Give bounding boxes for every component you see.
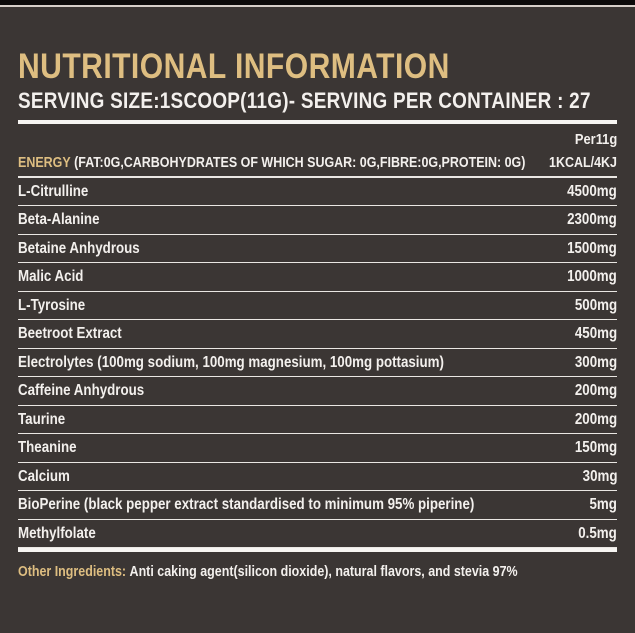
other-ingredients: Other Ingredients: Anti caking agent(sil…	[18, 562, 617, 582]
per-serving-header-text: Per11g	[574, 130, 617, 148]
ingredient-name: Taurine	[18, 410, 66, 428]
ingredient-amount: 1500mg	[567, 239, 617, 257]
serving-info: SERVING SIZE:1SCOOP(11G)- SERVING PER CO…	[18, 89, 617, 113]
table-row: Taurine 200mg	[18, 406, 617, 434]
ingredient-name: L-Tyrosine	[18, 296, 86, 314]
ingredient-amount: 4500mg	[567, 182, 617, 200]
ingredient-name: Malic Acid	[18, 268, 84, 285]
table-row: Theanine 150mg	[18, 434, 617, 463]
ingredient-amount: 450mg	[574, 325, 617, 342]
ingredient-amount: 30mg	[582, 467, 617, 485]
divider-top	[18, 120, 617, 124]
energy-cell: ENERGY (FAT:0G,CARBOHYDRATES OF WHICH SU…	[18, 148, 525, 178]
ingredient-name: Methylfolate	[18, 524, 96, 542]
table-row: Electrolytes (100mg sodium, 100mg magnes…	[18, 349, 617, 377]
table-row: Methylfolate 0.5mg	[18, 520, 617, 548]
ingredient-name: Beta-Alanine	[18, 211, 100, 228]
ingredient-amount: 500mg	[574, 296, 617, 314]
other-ingredients-text: Anti caking agent(silicon dioxide), natu…	[129, 563, 518, 580]
ingredient-amount: 0.5mg	[578, 524, 617, 542]
ingredient-name: L-Citrulline	[18, 182, 89, 200]
energy-label: ENERGY	[18, 154, 71, 171]
table-row: Malic Acid 1000mg	[18, 263, 617, 292]
ingredient-amount: 5mg	[589, 496, 617, 513]
per-serving-header: Per11g	[18, 131, 617, 148]
ingredient-amount: 200mg	[574, 410, 617, 428]
table-row: Calcium 30mg	[18, 463, 617, 491]
top-window-edge	[0, 0, 635, 7]
divider-bottom	[18, 548, 617, 552]
energy-details: (FAT:0G,CARBOHYDRATES OF WHICH SUGAR: 0G…	[74, 154, 526, 171]
ingredient-name: Calcium	[18, 467, 70, 485]
ingredient-name: Beetroot Extract	[18, 325, 122, 342]
table-row: Beta-Alanine 2300mg	[18, 206, 617, 235]
table-row: Betaine Anhydrous 1500mg	[18, 235, 617, 263]
table-row: Caffeine Anhydrous 200mg	[18, 377, 617, 406]
energy-value: 1KCAL/4KJ	[549, 154, 617, 171]
other-ingredients-line: Other Ingredients: Anti caking agent(sil…	[18, 562, 518, 582]
ingredient-name: Betaine Anhydrous	[18, 239, 140, 257]
ingredient-amount: 200mg	[574, 382, 617, 399]
ingredient-name: BioPerine (black pepper extract standard…	[18, 496, 475, 513]
ingredient-amount: 150mg	[574, 439, 617, 456]
table-row: L-Citrulline 4500mg	[18, 178, 617, 206]
ingredient-name: Theanine	[18, 439, 77, 456]
other-ingredients-label: Other Ingredients:	[18, 563, 127, 580]
ingredient-name: Electrolytes (100mg sodium, 100mg magnes…	[18, 353, 444, 371]
ingredient-amount: 1000mg	[567, 268, 617, 285]
table-row: L-Tyrosine 500mg	[18, 292, 617, 320]
energy-row: ENERGY (FAT:0G,CARBOHYDRATES OF WHICH SU…	[18, 148, 617, 178]
ingredient-amount: 300mg	[574, 353, 617, 371]
label-content: NUTRITIONAL INFORMATION SERVING SIZE:1SC…	[0, 7, 635, 582]
ingredient-amount: 2300mg	[567, 211, 617, 228]
serving-info-text: SERVING SIZE:1SCOOP(11G)- SERVING PER CO…	[18, 88, 591, 113]
ingredient-name: Caffeine Anhydrous	[18, 382, 145, 399]
page-title: NUTRITIONAL INFORMATION	[18, 47, 450, 86]
table-row: Beetroot Extract 450mg	[18, 320, 617, 349]
table-row: BioPerine (black pepper extract standard…	[18, 491, 617, 520]
